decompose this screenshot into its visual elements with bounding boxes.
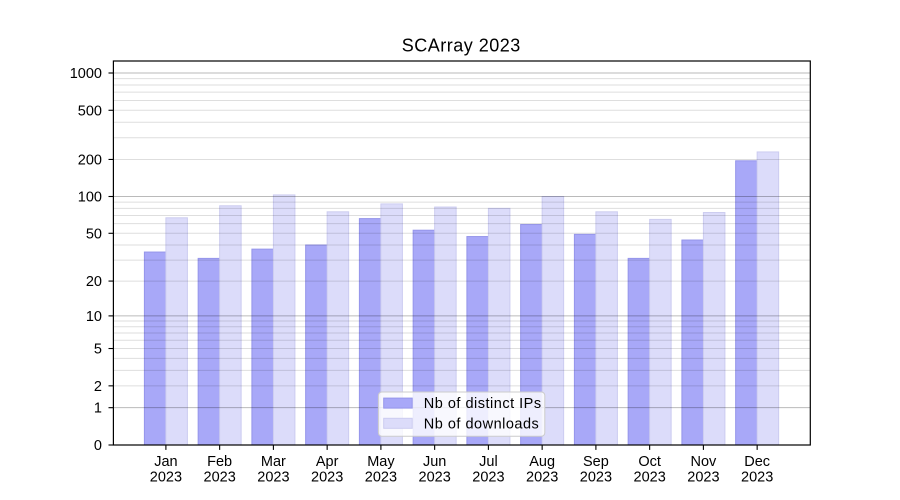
svg-text:Jul: Jul	[479, 454, 498, 470]
svg-text:Oct: Oct	[638, 454, 661, 470]
svg-text:2023: 2023	[204, 469, 236, 485]
svg-text:0: 0	[94, 438, 102, 454]
svg-text:Dec: Dec	[744, 454, 770, 470]
svg-text:Nb of downloads: Nb of downloads	[424, 416, 540, 432]
svg-text:2023: 2023	[257, 469, 289, 485]
svg-text:Mar: Mar	[261, 454, 286, 470]
svg-text:Feb: Feb	[207, 454, 232, 470]
svg-text:5: 5	[94, 342, 102, 358]
svg-text:Nov: Nov	[691, 454, 718, 470]
svg-text:2023: 2023	[634, 469, 666, 485]
svg-text:20: 20	[86, 274, 102, 290]
svg-text:1: 1	[94, 401, 102, 417]
svg-text:May: May	[367, 454, 395, 470]
svg-text:100: 100	[78, 190, 102, 206]
svg-text:200: 200	[78, 152, 102, 168]
svg-text:Jun: Jun	[423, 454, 446, 470]
svg-text:2023: 2023	[311, 469, 343, 485]
svg-text:1000: 1000	[70, 66, 102, 82]
svg-text:2023: 2023	[365, 469, 397, 485]
svg-text:10: 10	[86, 309, 102, 325]
svg-text:2023: 2023	[741, 469, 773, 485]
svg-text:2023: 2023	[419, 469, 451, 485]
svg-text:2023: 2023	[580, 469, 612, 485]
svg-text:2: 2	[94, 379, 102, 395]
svg-text:Jan: Jan	[154, 454, 177, 470]
svg-text:SCArray 2023: SCArray 2023	[402, 36, 521, 56]
svg-text:50: 50	[86, 226, 102, 242]
svg-text:2023: 2023	[150, 469, 182, 485]
svg-text:2023: 2023	[687, 469, 719, 485]
svg-text:500: 500	[78, 103, 102, 119]
svg-text:2023: 2023	[472, 469, 504, 485]
svg-text:Nb of distinct IPs: Nb of distinct IPs	[424, 396, 542, 412]
svg-text:Sep: Sep	[583, 454, 609, 470]
svg-text:Apr: Apr	[316, 454, 339, 470]
svg-text:Aug: Aug	[529, 454, 555, 470]
svg-text:2023: 2023	[526, 469, 558, 485]
